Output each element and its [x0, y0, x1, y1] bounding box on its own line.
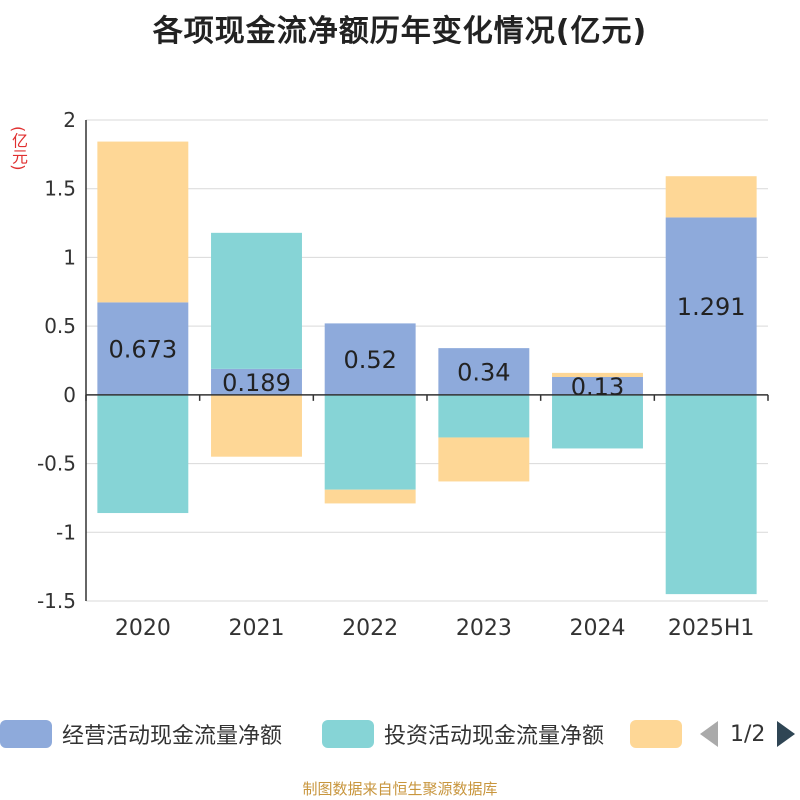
bar-segment [552, 394, 643, 449]
y-tick-label: 1 [63, 245, 76, 269]
legend: 经营活动现金流量净额 投资活动现金流量净额 1/2 [0, 712, 800, 756]
y-tick-label: 0 [63, 383, 76, 407]
legend-item-investing[interactable]: 投资活动现金流量净额 [322, 720, 605, 749]
bar-segment [211, 368, 302, 395]
bar-segment [552, 372, 643, 377]
x-tick-label: 2020 [115, 616, 171, 641]
legend-swatch-operating [0, 720, 52, 748]
page-next-icon[interactable] [777, 721, 796, 747]
bar-segment [324, 323, 416, 395]
y-tick-label: 0.5 [44, 314, 76, 338]
legend-label-operating: 经营活动现金流量净额 [62, 724, 283, 749]
x-tick-label: 2024 [570, 616, 626, 641]
data-source-note: 制图数据来自恒生聚源数据库 [302, 780, 498, 798]
y-tick-label: 2 [63, 108, 76, 132]
legend-pager: 1/2 [700, 720, 796, 748]
y-axis-unit: (亿元) [9, 126, 28, 171]
bar-segment [324, 489, 416, 504]
bar-segment [438, 348, 530, 395]
page-indicator: 1/2 [730, 721, 766, 747]
stacked-bar-chart: 2 1.5 1 0.5 0 -0.5 -1 -1.5 0.673 0.189 0.52 0.34 0.1… [37, 108, 769, 641]
bar-segment [211, 232, 302, 369]
bar-segment [97, 141, 189, 303]
data-label: 0.52 [343, 346, 396, 374]
y-tick-label: -1 [56, 520, 76, 544]
bar-segment [438, 437, 530, 482]
legend-swatch-investing [322, 720, 374, 748]
legend-item-operating[interactable]: 经营活动现金流量净额 [0, 720, 283, 749]
bar-segment [665, 217, 757, 395]
data-label: 0.673 [108, 336, 177, 364]
x-tick-label: 2022 [342, 616, 398, 641]
bar-segment [211, 394, 302, 457]
legend-label-investing: 投资活动现金流量净额 [384, 724, 605, 749]
bar-segment [97, 302, 189, 395]
legend-item-third[interactable] [630, 720, 682, 748]
y-tick-label: -0.5 [37, 452, 76, 476]
bar-segment [438, 394, 530, 438]
bar-segment [665, 394, 757, 595]
bar-segment [97, 394, 189, 514]
page-prev-icon[interactable] [700, 721, 718, 747]
data-label: 0.13 [571, 373, 624, 401]
y-tick-label: -1.5 [37, 589, 76, 613]
chart-title: 各项现金流净额历年变化情况(亿元) [152, 14, 648, 49]
data-label: 0.189 [222, 369, 291, 397]
data-label: 1.291 [677, 293, 746, 321]
bar-segment [552, 376, 643, 395]
x-tick-label: 2025H1 [668, 616, 755, 641]
y-tick-label: 1.5 [44, 177, 76, 201]
data-label: 0.34 [457, 358, 510, 386]
bar-segment [324, 394, 416, 490]
bar-segment [665, 176, 757, 218]
x-tick-label: 2021 [229, 616, 285, 641]
legend-swatch-third [630, 720, 682, 748]
x-tick-label: 2023 [456, 616, 512, 641]
